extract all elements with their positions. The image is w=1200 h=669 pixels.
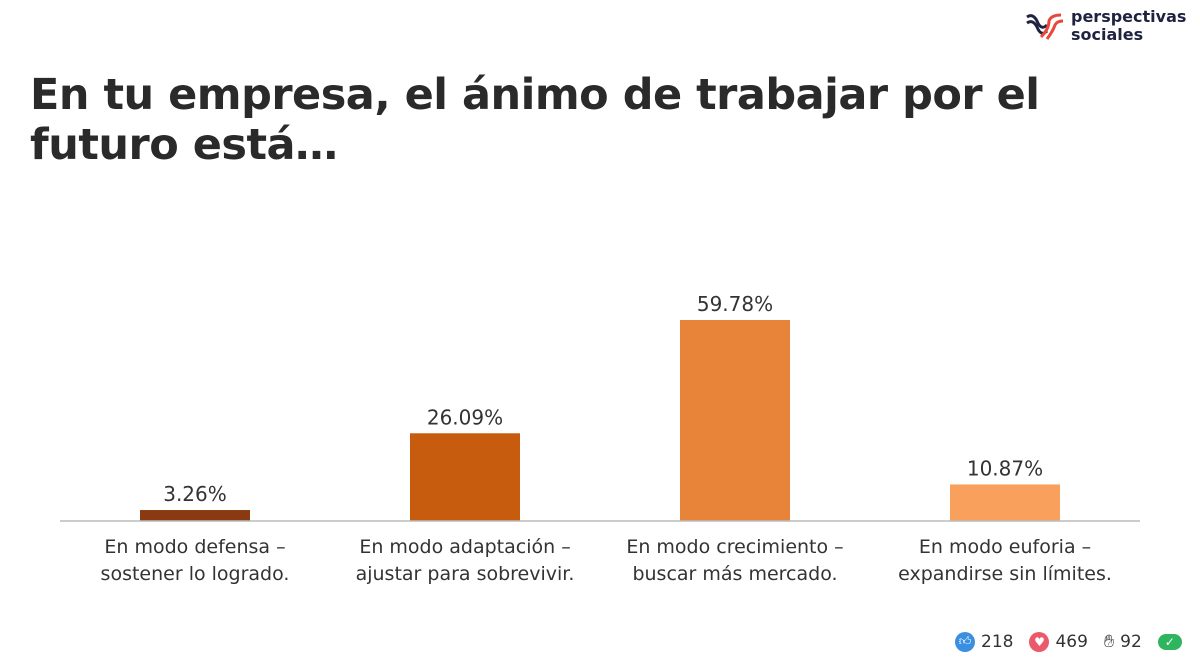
category-label: ajustar para sobrevivir. — [356, 563, 575, 585]
hearts-count: 469 — [1055, 631, 1088, 652]
likes-count: 218 — [981, 631, 1014, 652]
data-label: 26.09% — [427, 405, 503, 429]
bar — [410, 433, 520, 521]
bar — [140, 510, 250, 521]
category-label: En modo adaptación – — [359, 536, 570, 558]
data-label: 59.78% — [697, 292, 773, 316]
category-label: sostener lo logrado. — [101, 563, 290, 585]
chart-title: En tu empresa, el ánimo de trabajar por … — [30, 70, 1040, 170]
data-label: 10.87% — [967, 456, 1043, 480]
logo-icon — [1026, 13, 1063, 40]
category-label: En modo defensa – — [104, 536, 285, 558]
logo: perspectivas sociales — [1025, 8, 1186, 44]
bar — [680, 320, 790, 521]
data-label: 3.26% — [163, 482, 227, 506]
raised-hand-icon[interactable]: ✋︎ — [1103, 631, 1115, 652]
thumbs-up-icon[interactable]: 👍︎ — [955, 631, 975, 652]
category-label: buscar más mercado. — [632, 563, 837, 585]
cloud-check-icon: ✓ — [1157, 633, 1182, 650]
category-label: En modo euforia – — [919, 536, 1091, 558]
logo-text-1: perspectivas — [1071, 7, 1187, 26]
category-label: En modo crecimiento – — [626, 536, 843, 558]
reactions-bar: 👍︎ 218 ♥ 469 ✋︎ 92 ✓ — [955, 631, 1182, 652]
heart-icon[interactable]: ♥ — [1029, 631, 1050, 652]
logo-text-2: sociales — [1071, 25, 1144, 44]
category-label: expandirse sin límites. — [898, 563, 1112, 585]
bar-chart: 3.26% En modo defensa – sostener lo lograd… — [60, 292, 1140, 585]
hands-count: 92 — [1120, 631, 1142, 652]
bar — [950, 484, 1060, 521]
